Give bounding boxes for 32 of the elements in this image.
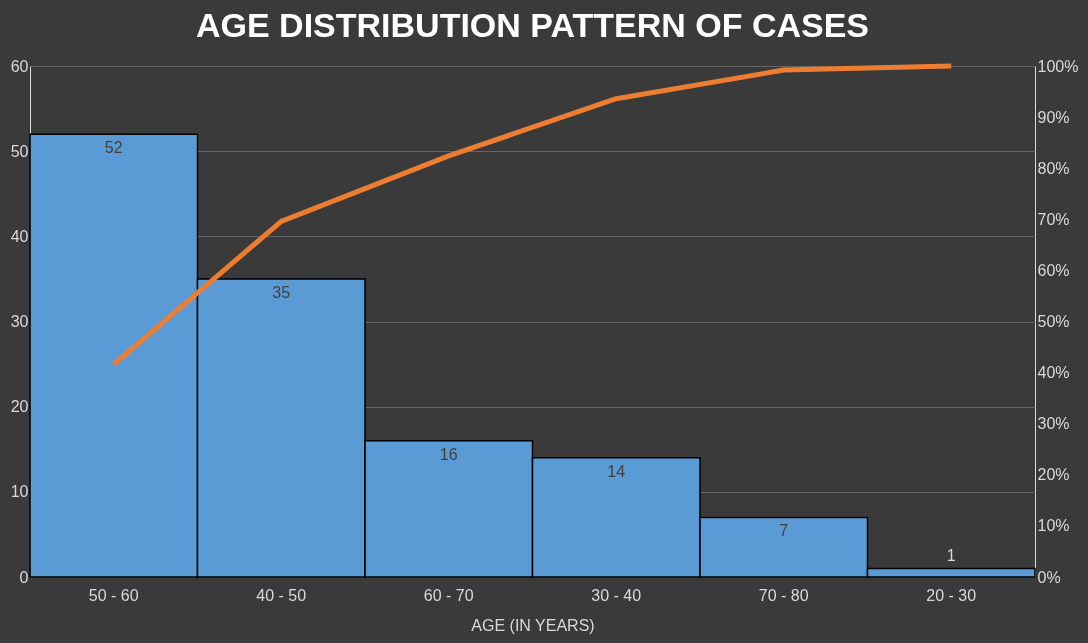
data-label: 52: [104, 139, 123, 157]
x-tick-label: 60 - 70: [423, 586, 474, 604]
data-label: 16: [439, 445, 458, 463]
data-label: 7: [779, 522, 789, 540]
y-tick-label: 30: [10, 313, 29, 330]
y-tick-label: 40: [10, 227, 29, 245]
data-label: 1: [946, 547, 956, 565]
y2-tick-label: 50%: [1037, 313, 1070, 330]
y2-tick-label: 100%: [1037, 57, 1079, 75]
y2-tick-label: 10%: [1037, 517, 1070, 535]
y-tick-label: 0: [19, 568, 29, 586]
y2-tick-label: 30%: [1037, 415, 1070, 433]
y2-tick-label: 70%: [1037, 210, 1070, 228]
y-tick-label: 20: [10, 398, 29, 416]
data-label: 35: [272, 283, 291, 301]
y2-tick-label: 60%: [1037, 261, 1070, 279]
x-axis-title: AGE (IN YEARS): [471, 616, 595, 634]
y2-tick-label: 90%: [1037, 108, 1070, 126]
x-tick-label: 40 - 50: [256, 586, 307, 604]
y-tick-label: 60: [10, 57, 29, 75]
x-tick-label: 20 - 30: [926, 586, 977, 604]
y2-tick-label: 40%: [1037, 364, 1070, 382]
y2-tick-label: 20%: [1037, 466, 1070, 484]
data-label: 14: [607, 462, 626, 480]
x-tick-label: 70 - 80: [758, 586, 809, 604]
x-tick-label: 50 - 60: [88, 586, 139, 604]
x-tick-label: 30 - 40: [591, 586, 642, 604]
y2-tick-label: 80%: [1037, 159, 1070, 177]
y2-tick-label: 0%: [1037, 568, 1061, 586]
y-tick-label: 10: [10, 483, 29, 501]
y-tick-label: 50: [10, 142, 29, 160]
chart-title: AGE DISTRIBUTION PATTERN OF CASES: [195, 6, 870, 44]
